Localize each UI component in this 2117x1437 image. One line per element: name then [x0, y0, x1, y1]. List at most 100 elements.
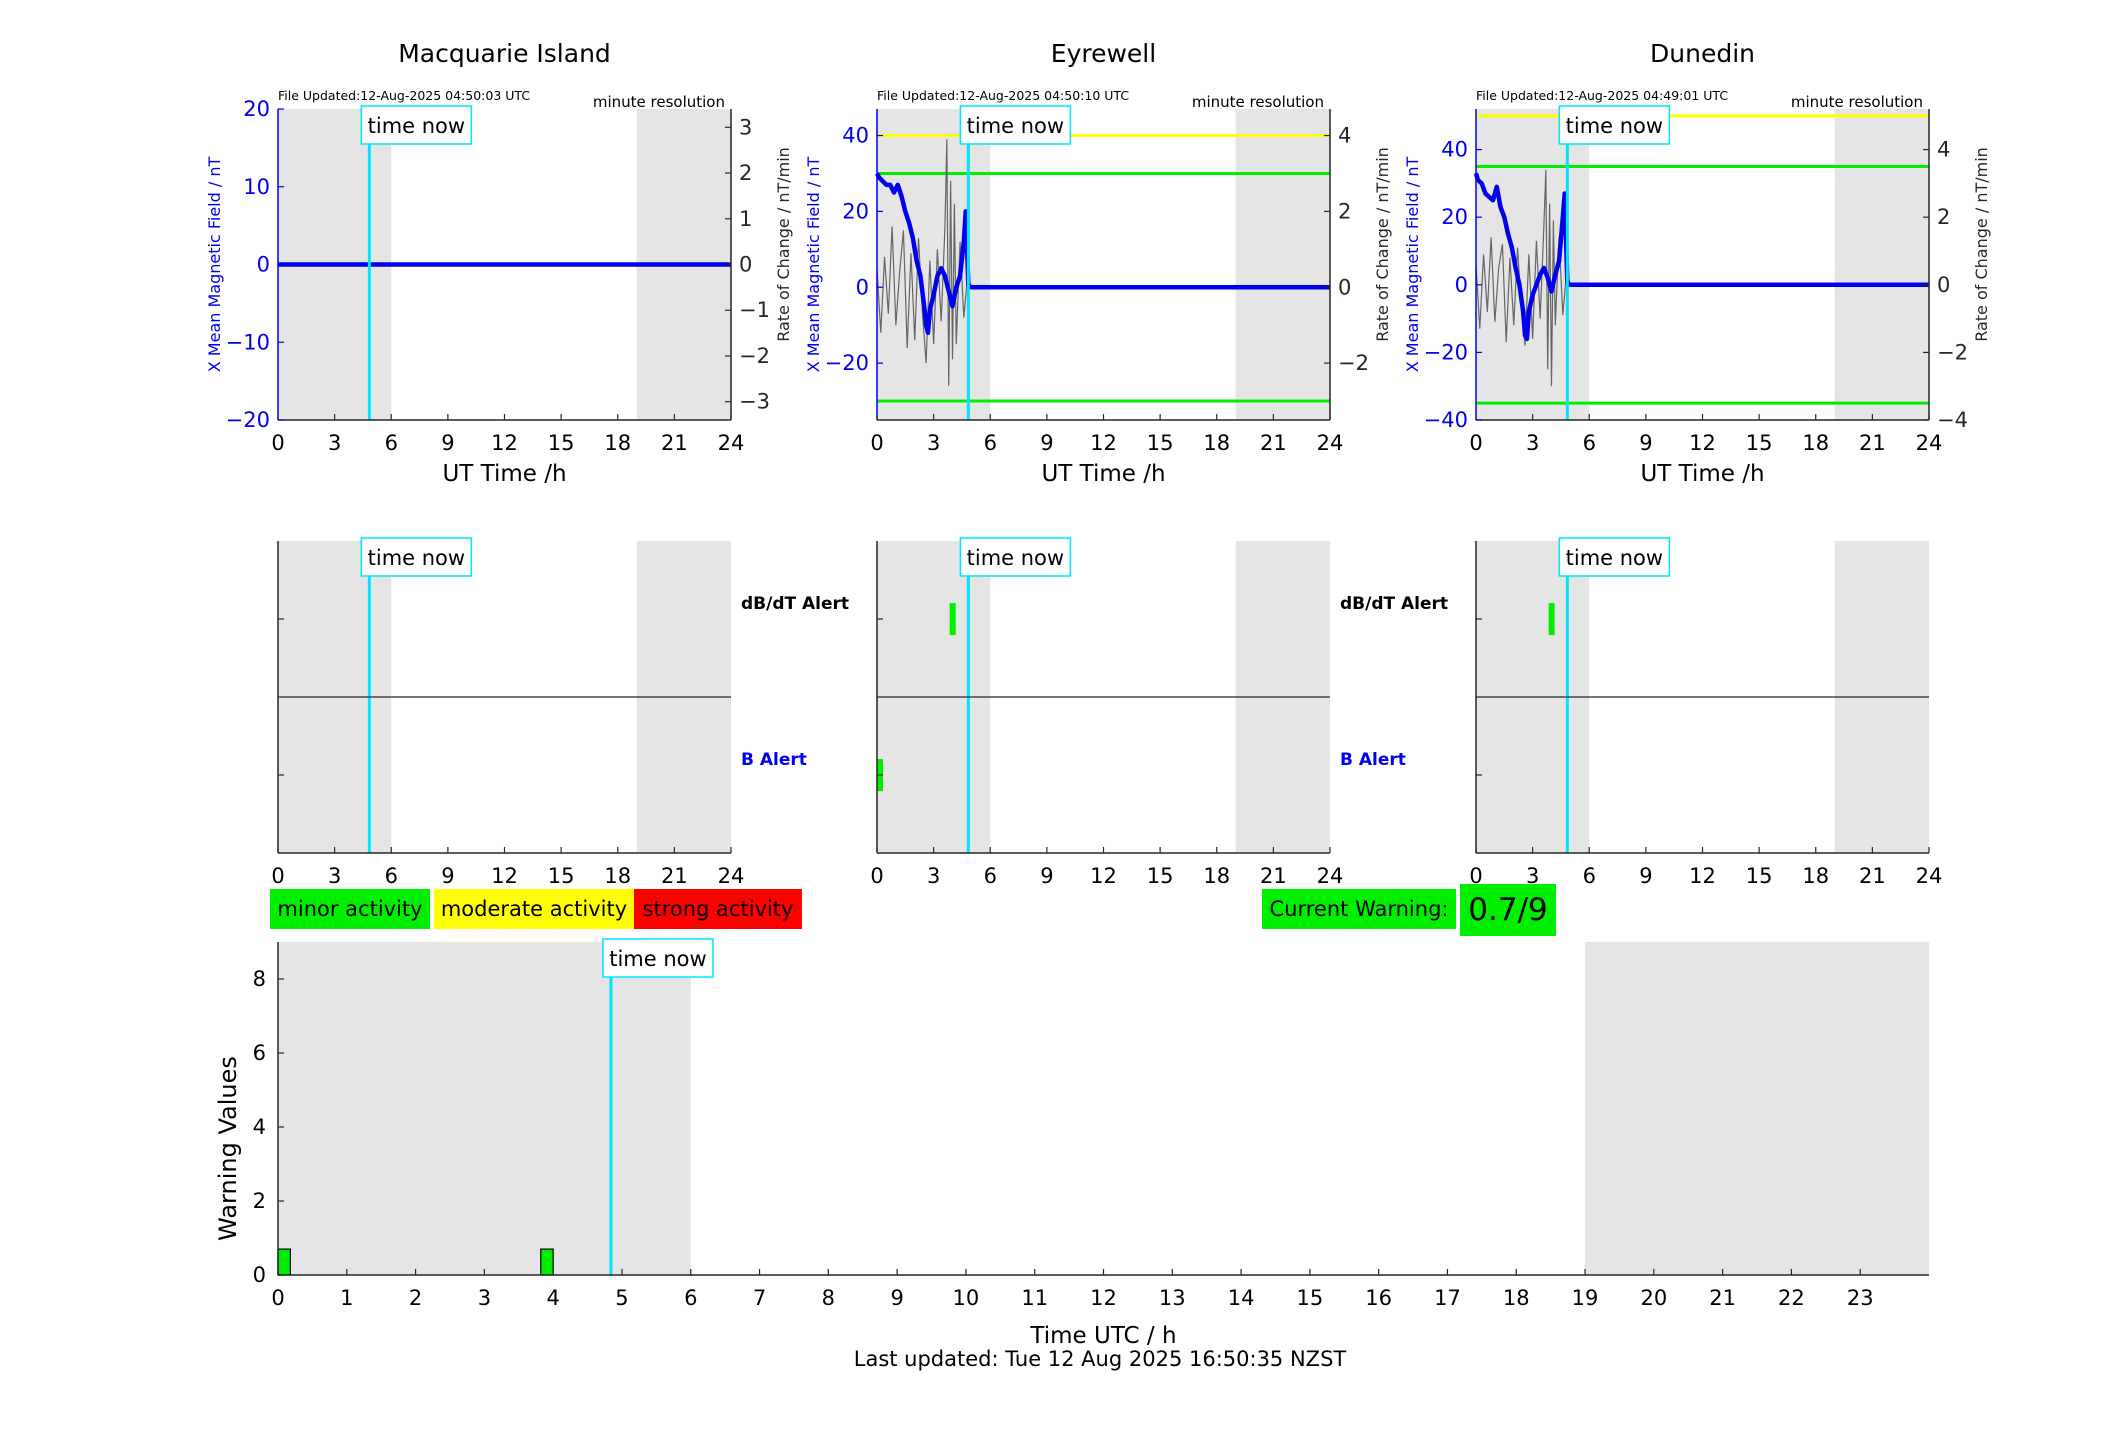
field-panel-2-field-series-0: [874, 172, 1330, 336]
warning-chart-x-tick-label: 1: [340, 1286, 353, 1310]
legend-moderate-swatch: [434, 889, 634, 929]
field-panel-3-night-shade-1: [1834, 109, 1929, 420]
alert-panel-2-x-tick-label: 12: [1090, 864, 1117, 888]
field-panel-2-file-updated: File Updated:12-Aug-2025 04:50:10 UTC: [877, 88, 1129, 103]
field-panel-1-file-updated: File Updated:12-Aug-2025 04:50:03 UTC: [278, 88, 530, 103]
field-panel-2-y-right-tick-label: 4: [1338, 124, 1351, 148]
field-panel-3-title: Dunedin: [1650, 39, 1755, 68]
alert-panel-1-x-tick-label: 0: [271, 864, 284, 888]
alert-panel-3-time-now-label: time now: [1566, 546, 1663, 570]
alert-panel-3-x-tick-label: 3: [1526, 864, 1539, 888]
field-panel-2-y-tick-label: 0: [856, 275, 869, 299]
field-panel-2-y-tick-label: −20: [825, 351, 869, 375]
field-panel-1-x-tick-label: 0: [271, 431, 284, 455]
field-panel-3-file-updated: File Updated:12-Aug-2025 04:49:01 UTC: [1476, 88, 1728, 103]
warning-chart-y-tick-label: 2: [253, 1189, 266, 1213]
field-panel-3-field-series-0: [1473, 172, 1929, 342]
field-panel-3-y-right-tick-label: 4: [1937, 138, 1950, 162]
warning-chart-night-shade-1: [1585, 942, 1929, 1275]
alert-panel-1-x-tick-label: 9: [441, 864, 454, 888]
alert-panel-3-x-tick-label: 18: [1802, 864, 1829, 888]
activity-legend: minor activity moderate activity strong …: [270, 889, 802, 929]
alert-panel-1-x-tick-label: 3: [328, 864, 341, 888]
field-panel-3-x-tick-label: 6: [1583, 431, 1596, 455]
field-panel-2-y-label-right: Rate of Change / nT/min: [1373, 147, 1392, 342]
field-panel-2-y-tick-label: 40: [842, 124, 869, 148]
legend-minor-swatch: [270, 889, 430, 929]
alert-panel-1-x-tick-label: 6: [385, 864, 398, 888]
field-panel-3-night-shade-0: [1476, 109, 1590, 420]
field-panel-1-y-right-tick-label: −1: [739, 298, 770, 322]
warning-chart-x-tick-label: 6: [684, 1286, 697, 1310]
alert-panel-2-x-tick-label: 21: [1260, 864, 1287, 888]
alert-panel-3-x-tick-label: 21: [1859, 864, 1886, 888]
field-panel-1-x-tick-label: 18: [604, 431, 631, 455]
warning-chart-y-label: Warning Values: [214, 1056, 242, 1241]
figure-footer: Last updated: Tue 12 Aug 2025 16:50:35 N…: [854, 1347, 1347, 1371]
alert-panel-3-x-tick-label: 12: [1689, 864, 1716, 888]
field-panel-2-y-right-tick-label: 0: [1338, 275, 1351, 299]
field-panel-1-time-now-label: time now: [368, 114, 465, 138]
field-panel-1-y-label-right: Rate of Change / nT/min: [774, 147, 793, 342]
field-panel-3-y-label-left: X Mean Magnetic Field / nT: [1403, 157, 1422, 373]
warning-chart-x-tick-label: 5: [615, 1286, 628, 1310]
field-panel-3-x-tick-label: 9: [1639, 431, 1652, 455]
current-warning-label-box: [1262, 889, 1456, 929]
warning-chart-x-tick-label: 4: [546, 1286, 559, 1310]
field-panel-1-resolution-label: minute resolution: [593, 93, 725, 111]
alert-panel-3-x-tick-label: 0: [1469, 864, 1482, 888]
field-panel-1-y-right-tick-label: 2: [739, 161, 752, 185]
field-panel-2-night-shade-0: [877, 109, 991, 420]
field-panel-2-title: Eyrewell: [1051, 39, 1156, 68]
field-panel-1-x-tick-label: 12: [491, 431, 518, 455]
warning-chart-x-tick-label: 22: [1778, 1286, 1805, 1310]
field-panel-1-x-tick-label: 3: [328, 431, 341, 455]
warning-chart-y-tick-label: 8: [253, 967, 266, 991]
alert-panel-1-time-now-label: time now: [368, 546, 465, 570]
field-panel-2-x-tick-label: 15: [1147, 431, 1174, 455]
alert-panel-1-x-tick-label: 21: [661, 864, 688, 888]
warning-chart-x-tick-label: 17: [1434, 1286, 1461, 1310]
field-panel-1-x-tick-label: 15: [548, 431, 575, 455]
field-panel-1-y-label-left: X Mean Magnetic Field / nT: [205, 157, 224, 373]
field-panel-2-x-label: UT Time /h: [1041, 461, 1165, 487]
warning-chart-bar-1: [540, 1248, 554, 1276]
warning-chart-x-tick-label: 23: [1847, 1286, 1874, 1310]
warning-chart-x-tick-label: 8: [822, 1286, 835, 1310]
warning-chart-x-tick-label: 20: [1640, 1286, 1667, 1310]
current-warning-value-box: [1460, 884, 1556, 936]
field-panel-1-x-tick-label: 6: [385, 431, 398, 455]
field-panel-3-y-tick-label: −20: [1424, 340, 1468, 364]
alert-panel-2-x-tick-label: 18: [1203, 864, 1230, 888]
field-panel-3-y-tick-label: 0: [1455, 273, 1468, 297]
warning-chart-x-tick-label: 19: [1572, 1286, 1599, 1310]
warning-chart-x-tick-label: 2: [409, 1286, 422, 1310]
field-panel-1-x-label: UT Time /h: [442, 461, 566, 487]
alert-panel-3-dbdt-alert-mark-0: [1548, 603, 1555, 635]
field-panel-2-night-shade-1: [1235, 109, 1330, 420]
field-panel-3-y-tick-label: −40: [1424, 408, 1468, 432]
warning-chart-x-tick-label: 18: [1503, 1286, 1530, 1310]
alert-panel-1-x-tick-label: 18: [604, 864, 631, 888]
current-warning-panel: Current Warning: 0.7/9: [1262, 884, 1556, 936]
field-panel-1-y-tick-label: 20: [243, 97, 270, 121]
field-panel-1-y-right-tick-label: 0: [739, 253, 752, 277]
warning-chart-night-shade-0: [278, 942, 691, 1275]
field-panel-3-x-tick-label: 21: [1859, 431, 1886, 455]
field-panel-3-y-label-right: Rate of Change / nT/min: [1972, 147, 1991, 342]
field-panel-1-title: Macquarie Island: [398, 39, 611, 68]
alert-panel-1-x-tick-label: 12: [491, 864, 518, 888]
field-panel-3-y-right-tick-label: 2: [1937, 205, 1950, 229]
field-panel-2-x-tick-label: 12: [1090, 431, 1117, 455]
alert-panel-2-time-now-box: [959, 537, 1072, 577]
warning-chart-x-tick-label: 15: [1297, 1286, 1324, 1310]
legend-moderate-label: moderate activity: [441, 897, 627, 921]
alert-panel-2-x-tick-label: 9: [1040, 864, 1053, 888]
warning-chart-x-tick-label: 14: [1228, 1286, 1255, 1310]
field-panel-1-y-right-tick-label: −3: [739, 390, 770, 414]
alert-panel-2-time-now-label: time now: [967, 546, 1064, 570]
field-panel-2-time-now-label: time now: [967, 114, 1064, 138]
alert-panel-3-time-now-box: [1558, 537, 1671, 577]
field-panel-1-y-tick-label: −20: [226, 408, 270, 432]
